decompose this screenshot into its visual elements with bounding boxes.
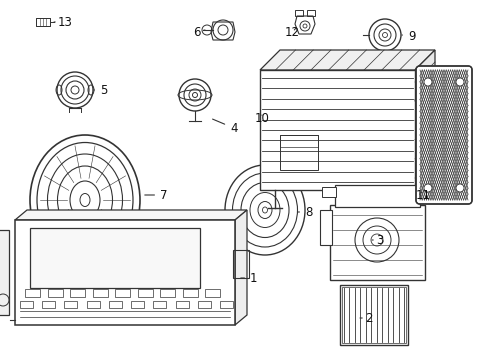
Text: 7: 7 xyxy=(145,189,168,202)
Bar xyxy=(131,301,144,308)
Bar xyxy=(419,187,433,197)
Bar xyxy=(87,301,99,308)
Bar xyxy=(0,230,9,315)
Bar xyxy=(295,10,303,16)
Bar xyxy=(320,210,332,245)
Bar xyxy=(70,289,85,297)
Bar xyxy=(93,289,107,297)
Text: 8: 8 xyxy=(298,206,313,219)
Bar xyxy=(65,301,77,308)
Text: 13: 13 xyxy=(54,15,73,28)
Bar xyxy=(138,289,152,297)
Bar xyxy=(25,289,40,297)
Bar xyxy=(20,301,33,308)
Text: 10: 10 xyxy=(255,112,270,125)
Bar xyxy=(48,289,63,297)
Text: 4: 4 xyxy=(213,119,238,135)
Bar xyxy=(340,285,408,345)
Bar xyxy=(36,18,50,26)
Bar xyxy=(42,301,55,308)
Bar xyxy=(182,289,197,297)
Bar xyxy=(330,205,425,280)
Polygon shape xyxy=(260,50,435,70)
Bar xyxy=(220,301,233,308)
Bar xyxy=(335,185,420,207)
Bar xyxy=(280,135,318,147)
Bar xyxy=(36,18,50,26)
Text: 12: 12 xyxy=(285,26,300,39)
Bar xyxy=(153,301,166,308)
Text: 3: 3 xyxy=(372,234,383,247)
Text: 9: 9 xyxy=(402,30,416,42)
FancyBboxPatch shape xyxy=(416,66,472,204)
Text: 2: 2 xyxy=(360,311,372,324)
Bar xyxy=(15,220,235,325)
Bar xyxy=(160,289,175,297)
Bar xyxy=(30,228,200,288)
Circle shape xyxy=(424,184,432,192)
Bar xyxy=(205,289,220,297)
Text: 6: 6 xyxy=(193,26,205,39)
Circle shape xyxy=(456,184,464,192)
Polygon shape xyxy=(235,210,247,325)
Bar xyxy=(342,287,406,343)
Bar xyxy=(175,301,189,308)
Bar xyxy=(307,10,315,16)
Bar xyxy=(109,301,122,308)
Bar xyxy=(280,135,318,170)
Text: 1: 1 xyxy=(241,271,258,284)
Bar xyxy=(198,301,211,308)
Circle shape xyxy=(456,78,464,86)
Polygon shape xyxy=(415,50,435,190)
Bar xyxy=(260,70,415,190)
Bar xyxy=(322,187,336,197)
Circle shape xyxy=(424,78,432,86)
Bar xyxy=(233,250,249,278)
Bar xyxy=(115,289,130,297)
Text: 5: 5 xyxy=(94,84,107,96)
Text: 11: 11 xyxy=(416,189,431,202)
Polygon shape xyxy=(15,210,247,220)
